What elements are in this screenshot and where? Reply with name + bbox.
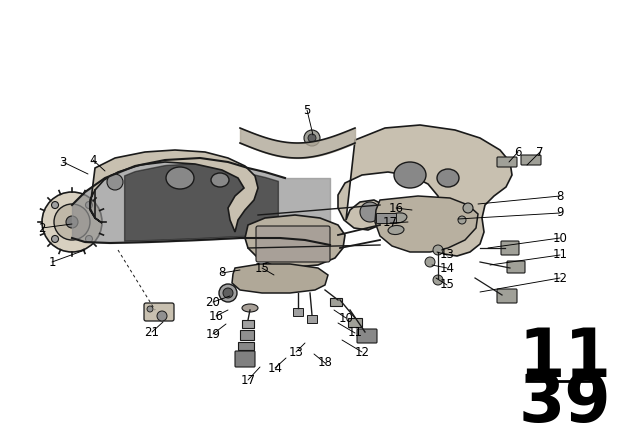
Text: 13: 13 — [440, 249, 454, 262]
Circle shape — [157, 311, 167, 321]
Ellipse shape — [437, 169, 459, 187]
Text: 39: 39 — [518, 370, 611, 436]
Polygon shape — [232, 264, 328, 293]
Circle shape — [360, 202, 380, 222]
Text: 15: 15 — [255, 262, 269, 275]
FancyBboxPatch shape — [307, 315, 317, 323]
Ellipse shape — [211, 173, 229, 187]
Text: 7: 7 — [536, 146, 544, 159]
Circle shape — [463, 203, 473, 213]
FancyBboxPatch shape — [521, 155, 541, 165]
Circle shape — [308, 134, 316, 142]
Circle shape — [52, 236, 58, 242]
Text: 11: 11 — [552, 249, 568, 262]
FancyBboxPatch shape — [242, 320, 254, 328]
Circle shape — [458, 216, 466, 224]
Ellipse shape — [394, 162, 426, 188]
Text: 17: 17 — [383, 216, 397, 229]
Text: 2: 2 — [38, 221, 45, 234]
Circle shape — [86, 236, 92, 242]
Text: 12: 12 — [552, 271, 568, 284]
Text: 13: 13 — [289, 345, 303, 358]
Text: 10: 10 — [552, 232, 568, 245]
FancyBboxPatch shape — [348, 318, 362, 327]
Circle shape — [147, 306, 153, 312]
Polygon shape — [338, 125, 512, 256]
Circle shape — [54, 204, 90, 240]
Text: 16: 16 — [388, 202, 403, 215]
Text: 11: 11 — [348, 327, 362, 340]
FancyBboxPatch shape — [256, 226, 330, 262]
FancyBboxPatch shape — [240, 330, 254, 340]
Circle shape — [66, 216, 78, 228]
Ellipse shape — [166, 167, 194, 189]
FancyBboxPatch shape — [293, 308, 303, 316]
Text: 17: 17 — [241, 374, 255, 387]
Circle shape — [304, 130, 320, 146]
Circle shape — [42, 192, 102, 252]
Text: 21: 21 — [145, 326, 159, 339]
FancyBboxPatch shape — [144, 303, 174, 321]
Text: 8: 8 — [218, 267, 226, 280]
Text: 8: 8 — [556, 190, 564, 202]
Circle shape — [52, 202, 58, 208]
Text: 10: 10 — [339, 311, 353, 324]
Circle shape — [223, 288, 233, 298]
FancyBboxPatch shape — [497, 289, 517, 303]
Text: 9: 9 — [556, 207, 564, 220]
Text: 1: 1 — [48, 255, 56, 268]
Text: 3: 3 — [60, 155, 67, 168]
FancyBboxPatch shape — [330, 298, 342, 306]
Ellipse shape — [389, 213, 407, 223]
Text: 11: 11 — [518, 325, 611, 391]
FancyBboxPatch shape — [357, 329, 377, 343]
FancyBboxPatch shape — [501, 241, 519, 255]
Text: 4: 4 — [89, 154, 97, 167]
Text: 12: 12 — [355, 345, 369, 358]
Text: 20: 20 — [205, 296, 220, 309]
FancyBboxPatch shape — [507, 261, 525, 273]
Text: 5: 5 — [303, 103, 310, 116]
Circle shape — [219, 284, 237, 302]
Circle shape — [433, 275, 443, 285]
Text: 18: 18 — [317, 357, 332, 370]
Text: 6: 6 — [515, 146, 522, 159]
Ellipse shape — [388, 225, 404, 235]
Circle shape — [86, 202, 92, 208]
FancyBboxPatch shape — [497, 157, 517, 167]
FancyBboxPatch shape — [235, 351, 255, 367]
Text: 15: 15 — [440, 279, 454, 292]
Circle shape — [425, 257, 435, 267]
Text: 14: 14 — [440, 262, 454, 275]
Polygon shape — [90, 150, 258, 232]
Ellipse shape — [242, 304, 258, 312]
Text: 16: 16 — [209, 310, 223, 323]
Polygon shape — [375, 196, 478, 252]
Text: 19: 19 — [205, 327, 221, 340]
FancyBboxPatch shape — [376, 213, 396, 223]
FancyBboxPatch shape — [238, 342, 254, 350]
Text: 14: 14 — [268, 362, 282, 375]
Circle shape — [433, 245, 443, 255]
Circle shape — [107, 174, 123, 190]
Polygon shape — [245, 215, 345, 267]
